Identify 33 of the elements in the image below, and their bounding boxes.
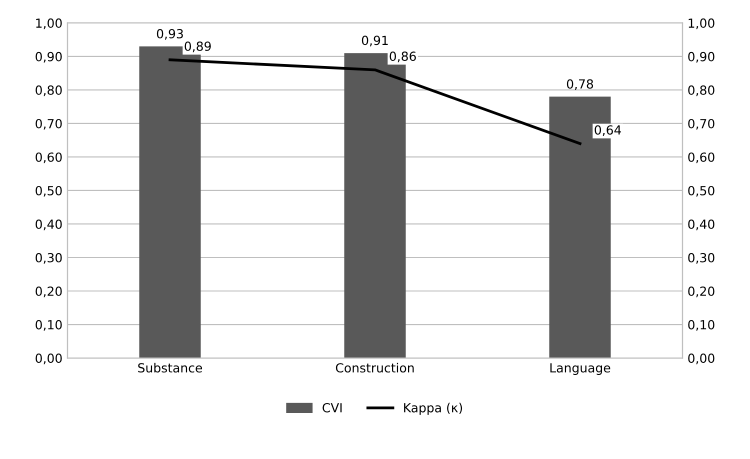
x-tick-label: Substance xyxy=(138,362,202,373)
y-tick-label: 0,70 xyxy=(36,118,62,130)
data-label: 0,78 xyxy=(566,79,594,90)
data-label: 0,93 xyxy=(156,28,183,40)
y-tick-label: 0,80 xyxy=(36,85,62,96)
data-label: 0,91 xyxy=(362,36,388,46)
y-tick-label: 0,00 xyxy=(36,353,62,364)
y2-tick-label: 0,30 xyxy=(688,252,714,264)
y2-tick-label: 0,10 xyxy=(688,320,714,331)
y-tick-label: 0,60 xyxy=(36,152,62,164)
legend-label: CVI xyxy=(322,403,342,412)
y2-tick-label: 0,00 xyxy=(688,353,714,364)
y2-tick-label: 0,70 xyxy=(688,118,714,130)
y2-tick-label: 0,60 xyxy=(688,152,714,164)
y-tick-label: 0,20 xyxy=(36,286,62,298)
y-tick-label: 0,30 xyxy=(36,252,62,264)
y-tick-label: 0,90 xyxy=(36,52,62,63)
data-label: 0,64 xyxy=(594,125,622,136)
y2-tick-label: 1,00 xyxy=(688,18,714,30)
y2-tick-label: 0,40 xyxy=(688,219,714,230)
y-tick-label: 1,00 xyxy=(36,18,62,30)
legend-label: Kappa (κ) xyxy=(404,402,462,415)
y-tick-label: 0,50 xyxy=(36,186,62,197)
data-label: 0,89 xyxy=(184,41,211,52)
x-tick-label: Construction xyxy=(336,362,414,373)
y2-tick-label: 0,80 xyxy=(688,85,714,96)
y2-tick-label: 0,20 xyxy=(688,286,714,298)
y-tick-label: 0,10 xyxy=(36,320,62,331)
y-tick-label: 0,40 xyxy=(36,219,62,230)
y2-tick-label: 0,90 xyxy=(688,52,714,63)
x-tick-label: Language xyxy=(550,363,610,375)
y2-tick-label: 0,50 xyxy=(688,186,714,197)
data-label: 0,86 xyxy=(390,52,416,62)
